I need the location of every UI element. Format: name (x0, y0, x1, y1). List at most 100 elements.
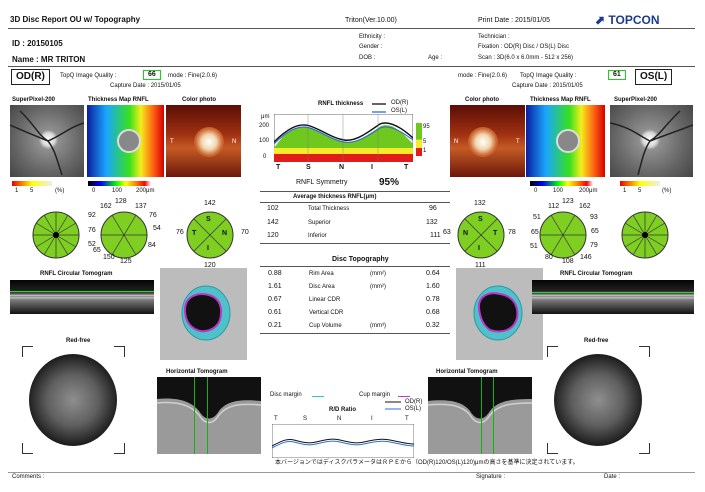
od-color-photo: T N (166, 105, 241, 177)
os-color-photo: N T (450, 105, 525, 177)
od-thick-label: Thickness Map RNFL (88, 97, 149, 103)
os-pct-1: 1 (623, 188, 627, 194)
os-thick-label: Thickness Map RNFL (530, 97, 591, 103)
rd-xtick-n: N (337, 416, 342, 422)
os-quad-n: 63 (443, 229, 451, 236)
rnfl-ytick-100: 100 (259, 138, 270, 144)
os-pct-legend-bar (620, 181, 660, 186)
patient-id: ID : 20150105 (12, 39, 63, 48)
od-color-label: Color photo (182, 97, 216, 103)
os-color-label: Color photo (465, 97, 499, 103)
disc-rim-unit: (mm²) (370, 271, 386, 277)
signature-label: Signature : (476, 474, 506, 480)
technician: Technician : (478, 34, 510, 40)
os-quad-letter-t: T (493, 230, 498, 237)
os-rnfl-circular-tomogram (532, 280, 694, 314)
avg-row-total-label: Total Thickness (308, 206, 350, 212)
os-red-free-frame (547, 346, 650, 454)
od-sector-5: 84 (148, 242, 156, 249)
rnfl-xtick-i: I (371, 164, 373, 171)
od-sector-1: 128 (115, 198, 127, 205)
os-quad-t: 78 (508, 229, 516, 236)
disc-rim-od: 0.88 (268, 270, 282, 277)
os-sector-12: 51 (533, 214, 541, 221)
os-quad-i: 111 (475, 262, 486, 269)
od-um-0: 0 (92, 188, 96, 194)
od-horiz-tomo-label: Horizontal Tomogram (166, 369, 228, 375)
od-horizontal-tomogram (157, 377, 261, 454)
rnfl-rscale-1: 1 (423, 148, 427, 154)
os-eye-label: OS(L) (635, 69, 673, 85)
os-quality-value: 61 (608, 70, 626, 80)
disc-area-od: 1.61 (268, 283, 282, 290)
od-quad-letter-t: T (192, 230, 197, 237)
os-disc-topography (456, 268, 543, 360)
od-eye-label: OD(R) (11, 69, 50, 85)
os-um-legend-bar (530, 181, 593, 186)
rnfl-legend (372, 103, 386, 113)
brand-name: TOPCON (608, 13, 660, 27)
od-disc-topography (160, 268, 247, 360)
disc-vertical-os: 0.68 (426, 309, 440, 316)
rnfl-xtick-t2: T (404, 164, 409, 171)
rnfl-legend-os: OS(L) (391, 108, 408, 114)
os-optic-disc (468, 127, 498, 157)
disc-cupvol-label: Cup Volume (309, 323, 342, 329)
od-sector-2: 137 (135, 203, 147, 210)
disc-margin-label: Disc margin (270, 392, 302, 398)
od-sector-7: 150 (103, 254, 115, 261)
os-sector-6: 79 (590, 242, 598, 249)
od-superpixel-wheel (32, 211, 80, 259)
os-sp-label: SuperPixel-200 (614, 97, 658, 103)
os-sector-11: 65 (531, 229, 539, 236)
age: Age : (428, 55, 443, 61)
topcon-logo: ⬈ TOPCON (595, 13, 660, 27)
od-quality-label: TopQ Image Quality : (60, 73, 117, 79)
patient-name: Name : MR TRITON (12, 55, 86, 64)
od-quad-i: 120 (204, 262, 216, 269)
od-quad-letter-n: N (222, 230, 228, 237)
avg-row-total-od: 102 (267, 205, 279, 212)
os-horiz-tomo-label: Horizontal Tomogram (436, 369, 498, 375)
rd-ratio-title: R/D Ratio (329, 407, 356, 413)
avg-row-superior-os: 132 (426, 219, 438, 226)
os-sector-9: 80 (545, 254, 553, 261)
rd-xtick-s: S (303, 416, 308, 422)
os-quad-letter-i: I (478, 245, 480, 252)
od-rnfl-tomo-label: RNFL Circular Tomogram (40, 271, 113, 277)
os-thickness-map (526, 105, 605, 177)
disc-rim-label: Rim Area (309, 271, 334, 277)
od-quad-n: 70 (241, 229, 249, 236)
rnfl-xtick-t1: T (276, 164, 281, 171)
disc-linear-os: 0.78 (426, 296, 440, 303)
os-quad-letter-s: S (478, 216, 483, 223)
os-pct-5: 5 (638, 188, 642, 194)
od-sector-11: 92 (88, 212, 96, 219)
os-pct-unit: (%) (662, 188, 672, 194)
dob: DOB : (359, 55, 376, 61)
od-red-free-label: Red-free (66, 338, 91, 344)
rd-xtick-t1: T (274, 416, 278, 422)
os-sector-4: 93 (590, 214, 598, 221)
os-quad-s: 132 (474, 200, 486, 207)
rnfl-rscale-5: 5 (423, 139, 427, 145)
rd-legend-lines (385, 401, 401, 410)
od-mode: mode : Fine(2.0.6) (168, 73, 218, 79)
disc-area-unit: (mm²) (370, 284, 386, 290)
os-sector-1: 112 (548, 203, 560, 210)
od-rnfl-circular-tomogram (10, 280, 154, 314)
date-label: Date : (604, 474, 621, 480)
rd-ratio-plot (272, 424, 414, 458)
triton-version: Triton(Ver.10.00) (345, 17, 397, 24)
rnfl-unit: μm (261, 114, 270, 120)
report-title: 3D Disc Report OU w/ Topography (10, 15, 141, 24)
od-pct-1: 1 (15, 188, 19, 194)
disc-cupvol-os: 0.32 (426, 322, 440, 329)
rnfl-thickness-title: RNFL thickness (318, 101, 364, 107)
od-sector-9: 76 (88, 227, 96, 234)
od-quad-s: 142 (204, 200, 216, 207)
os-horizontal-tomogram (428, 377, 532, 454)
avg-row-superior-od: 142 (267, 219, 279, 226)
cup-margin-label: Cup margin (359, 392, 391, 398)
avg-row-inferior-od: 120 (267, 232, 279, 239)
